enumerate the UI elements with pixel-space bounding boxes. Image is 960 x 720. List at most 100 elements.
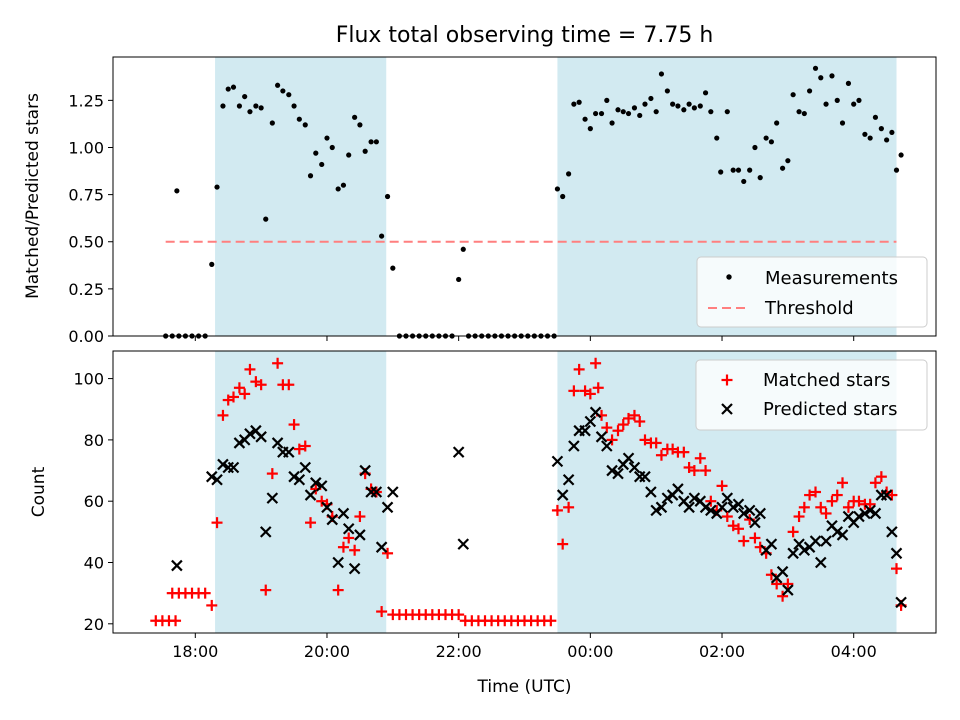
measurement-point	[758, 175, 763, 180]
measurement-point	[609, 120, 614, 125]
bottom-legend: Matched stars Predicted stars	[696, 360, 927, 430]
y-tick-label: 40	[84, 554, 104, 573]
measurement-point	[566, 171, 571, 176]
measurement-point	[879, 126, 884, 131]
top-legend: Measurements Threshold	[697, 257, 927, 327]
measurement-point	[313, 151, 318, 156]
measurement-point	[275, 83, 280, 88]
measurement-point	[220, 103, 225, 108]
measurement-point	[692, 105, 697, 110]
measurement-point	[899, 152, 904, 157]
measurement-point	[286, 92, 291, 97]
measurement-point	[889, 130, 894, 135]
x-tick-label: 20:00	[304, 642, 350, 661]
measurement-point	[247, 109, 252, 114]
measurement-point	[352, 115, 357, 120]
measurement-point	[731, 168, 736, 173]
measurement-point	[599, 111, 604, 116]
measurement-point	[703, 90, 708, 95]
measurement-point	[752, 145, 757, 150]
observing-interval-0	[215, 57, 386, 336]
figure: Flux total observing time = 7.75 h 0.00 0…	[0, 0, 960, 720]
measurement-point	[363, 149, 368, 154]
measurement-point	[780, 166, 785, 171]
measurement-point	[346, 152, 351, 157]
measurement-point	[390, 266, 395, 271]
measurement-point	[330, 145, 335, 150]
measurement-point	[846, 81, 851, 86]
measurement-point	[884, 137, 889, 142]
y-tick-label: 1.00	[68, 138, 104, 157]
measurement-point	[764, 135, 769, 140]
measurement-point	[259, 105, 264, 110]
y-tick-label: 0.50	[68, 233, 104, 252]
legend-threshold-label: Threshold	[764, 298, 854, 319]
measurement-point	[725, 109, 730, 114]
measurement-point	[851, 102, 856, 107]
y-tick-label: 0.75	[68, 186, 104, 205]
measurement-point	[894, 168, 899, 173]
bottom-y-axis-label: Count	[29, 466, 49, 517]
x-tick-label: 04:00	[831, 642, 877, 661]
measurement-point	[856, 98, 861, 103]
measurement-point	[835, 98, 840, 103]
x-tick-label: 00:00	[567, 642, 613, 661]
measurement-point	[209, 262, 214, 267]
measurement-point	[214, 184, 219, 189]
measurement-point	[341, 183, 346, 188]
measurement-point	[174, 188, 179, 193]
measurement-point	[291, 103, 296, 108]
measurement-point	[823, 102, 828, 107]
legend-measurements-label: Measurements	[765, 268, 898, 289]
measurement-point	[741, 179, 746, 184]
measurement-point	[253, 103, 258, 108]
measurement-point	[270, 120, 275, 125]
measurement-point	[736, 168, 741, 173]
measurement-point	[308, 173, 313, 178]
measurement-point	[604, 98, 609, 103]
measurement-point	[714, 135, 719, 140]
measurement-point	[791, 92, 796, 97]
measurement-point	[237, 103, 242, 108]
measurement-point	[456, 277, 461, 282]
measurement-point	[319, 162, 324, 167]
measurement-point	[708, 109, 713, 114]
chart-title: Flux total observing time = 7.75 h	[336, 23, 714, 48]
measurement-point	[774, 120, 779, 125]
measurement-point	[637, 113, 642, 118]
measurement-point	[873, 115, 878, 120]
measurement-point	[687, 102, 692, 107]
measurement-point	[632, 105, 637, 110]
measurement-point	[659, 71, 664, 76]
measurement-point	[665, 88, 670, 93]
measurement-point	[297, 117, 302, 122]
measurement-point	[226, 86, 231, 91]
y-tick-label: 80	[84, 431, 104, 450]
measurement-point	[555, 186, 560, 191]
x-axis-label: Time (UTC)	[477, 677, 572, 697]
y-tick-label: 0.25	[68, 280, 104, 299]
measurement-point	[379, 233, 384, 238]
y-tick-label: 60	[84, 492, 104, 511]
measurement-point	[560, 194, 565, 199]
measurement-point	[461, 247, 466, 252]
measurement-point	[840, 120, 845, 125]
measurement-point	[324, 135, 329, 140]
measurement-point	[280, 88, 285, 93]
measurement-point	[747, 168, 752, 173]
measurement-point	[813, 66, 818, 71]
measurement-point	[829, 73, 834, 78]
measurement-point	[621, 109, 626, 114]
measurement-point	[231, 85, 236, 90]
measurement-point	[807, 88, 812, 93]
measurement-point	[368, 139, 373, 144]
y-tick-label: 20	[84, 615, 104, 634]
x-tick-label: 18:00	[172, 642, 218, 661]
y-tick-label: 1.25	[68, 91, 104, 110]
measurement-point	[571, 102, 576, 107]
y-tick-label: 0.00	[68, 327, 104, 346]
measurement-point	[681, 107, 686, 112]
measurement-point	[785, 158, 790, 163]
measurement-point	[648, 96, 653, 101]
measurement-point	[588, 126, 593, 131]
